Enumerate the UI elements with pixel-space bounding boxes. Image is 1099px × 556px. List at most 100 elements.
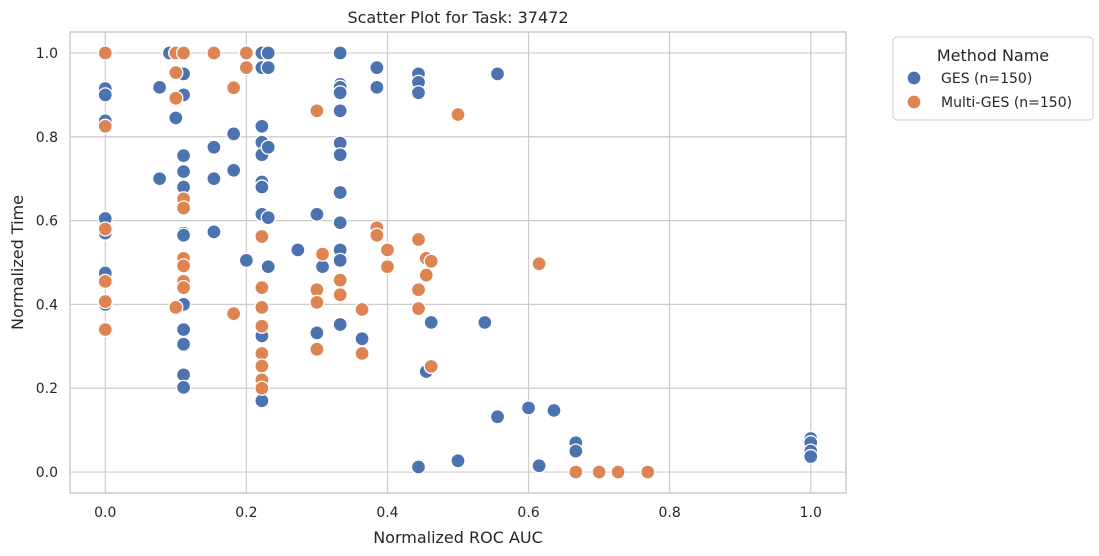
data-point (610, 464, 626, 480)
data-point (168, 65, 184, 81)
data-point (254, 345, 270, 362)
x-tick-label: 0.4 (376, 505, 398, 521)
data-point (640, 464, 656, 480)
data-point (568, 464, 584, 480)
data-point (332, 147, 348, 163)
y-axis-title: Normalized Time (8, 195, 27, 330)
data-point (206, 224, 222, 240)
data-point (410, 282, 427, 298)
data-point (309, 206, 325, 222)
data-point (332, 85, 348, 101)
data-point (354, 331, 370, 347)
data-point (175, 321, 192, 338)
legend-title: Method Name (937, 46, 1049, 65)
data-point (254, 318, 270, 334)
data-point (168, 110, 184, 126)
data-point (309, 103, 325, 119)
y-tick-label: 0.8 (36, 130, 58, 146)
data-point (254, 179, 270, 195)
data-point (410, 231, 427, 248)
data-point (226, 80, 242, 96)
data-point (520, 400, 537, 416)
grid-layer (70, 32, 846, 493)
data-point (290, 242, 306, 258)
data-point (226, 162, 242, 178)
data-point (97, 45, 113, 61)
data-point (369, 59, 385, 76)
data-point (423, 314, 439, 331)
series-ges (97, 45, 819, 475)
y-tick-label: 0.4 (36, 297, 58, 313)
data-point (175, 163, 192, 180)
data-point (206, 139, 222, 155)
data-point (254, 380, 270, 396)
data-point (151, 171, 168, 187)
data-point (410, 459, 427, 475)
data-point (332, 45, 348, 61)
tick-layer: 0.0 0.2 0.4 0.6 0.8 1.0 0.0 0.2 0.4 0.6 0.8 1.0 (36, 46, 822, 521)
y-tick-label: 0.2 (36, 381, 58, 397)
plot-frame (69, 31, 847, 494)
data-point (369, 79, 385, 95)
x-tick-label: 0.0 (94, 505, 116, 521)
data-point (206, 45, 222, 61)
data-point (97, 293, 113, 310)
data-point (450, 453, 466, 469)
x-tick-label: 0.6 (517, 505, 539, 521)
legend-box (892, 36, 1094, 121)
legend-entries: GES (n=150) Multi-GES (n=150) (906, 70, 1072, 111)
data-point (260, 259, 276, 275)
data-point (489, 409, 506, 425)
data-point (97, 273, 113, 290)
data-point (175, 279, 192, 296)
x-tick-label: 0.2 (235, 505, 257, 521)
data-point (254, 118, 270, 134)
points-layer (97, 45, 819, 480)
data-point (97, 221, 113, 237)
data-point (175, 227, 192, 243)
y-tick-label: 0.0 (36, 465, 58, 481)
data-point (309, 325, 325, 341)
y-tick-label: 1.0 (36, 46, 58, 62)
data-point (410, 300, 427, 317)
data-point (97, 118, 113, 134)
data-point (260, 210, 276, 226)
legend: Method Name GES (n=150) Multi-GES (n=150) (892, 36, 1094, 121)
data-point (254, 393, 270, 409)
data-point (332, 184, 348, 201)
data-point (175, 45, 192, 61)
data-point (238, 59, 255, 76)
data-point (168, 299, 184, 315)
data-point (309, 294, 325, 310)
legend-label: GES (n=150) (941, 71, 1032, 87)
legend-label: Multi-GES (n=150) (941, 95, 1072, 111)
data-point (354, 301, 370, 318)
data-point (410, 85, 427, 101)
data-point (314, 259, 331, 275)
data-point (97, 321, 113, 338)
data-point (226, 305, 242, 322)
data-point (546, 402, 562, 419)
data-point (175, 147, 192, 164)
data-point (260, 45, 276, 61)
data-point (379, 242, 396, 258)
data-point (206, 171, 222, 187)
data-point (97, 87, 113, 103)
data-point (332, 215, 348, 231)
data-point (568, 443, 584, 459)
x-axis-title: Normalized ROC AUC (373, 528, 543, 547)
data-point (354, 345, 370, 362)
data-point (332, 272, 348, 288)
data-point (260, 59, 276, 76)
data-point (260, 139, 276, 155)
data-point (591, 464, 607, 480)
data-point (531, 458, 547, 474)
data-point (309, 282, 325, 298)
data-point (332, 287, 348, 303)
data-point (369, 227, 385, 243)
chart-title: Scatter Plot for Task: 37472 (347, 8, 568, 27)
data-point (254, 279, 270, 296)
legend-marker (906, 94, 922, 110)
data-point (418, 267, 434, 283)
data-point (423, 358, 439, 375)
